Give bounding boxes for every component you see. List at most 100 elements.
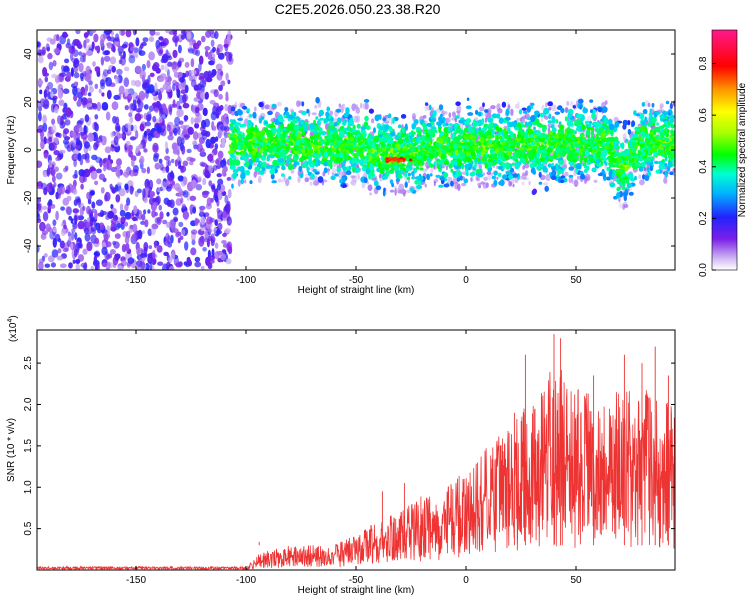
spectrogram-cell [393,167,399,171]
spectrogram-cell [254,157,260,163]
spectrogram-cell [290,170,295,174]
spectrogram-cell [114,233,121,239]
spectrogram-cell [258,133,261,139]
spectrogram-cell [475,174,479,181]
spectrogram-cell [628,148,634,154]
spectrogram-cell [130,79,137,87]
spectrogram-cell [257,152,262,159]
spectrogram-cell [191,179,197,189]
spectrogram-cell [46,167,50,177]
spectrogram-cell [312,180,315,186]
spectrogram-cell [480,181,485,185]
spectrogram-cell [445,165,448,171]
spectrogram-cell [443,126,449,133]
spectrogram-cell [625,138,629,143]
spectrogram-cell [634,157,637,164]
spectrogram-cell [116,158,122,167]
spectrogram-cell [101,101,109,111]
spectrogram-cell [390,117,393,125]
spectrogram-cell [276,101,282,107]
spectrogram-cell [567,112,572,119]
spectrogram-cell [422,154,428,162]
spectrogram-cell [589,109,593,113]
spectrogram-cell [470,151,476,156]
spectrogram-cell [595,152,600,157]
spectrogram-cell [288,114,294,119]
spectrogram-cell [137,151,141,156]
spectrogram-cell [93,251,99,256]
spectrogram-cell [178,221,184,228]
spectrogram-cell [376,156,380,161]
spectrogram-cell [174,116,181,127]
spectrogram-cell [140,220,146,225]
spectrogram-cell [413,167,418,174]
spectrogram-cell [105,261,111,270]
spectrogram-cell [617,171,624,175]
spectrogram-cell [214,219,218,227]
spectrogram-cell [383,120,390,124]
spectrogram-cell [473,119,477,126]
spectrogram-cell [95,168,102,174]
spectrogram-cell [315,116,319,120]
spectrogram-cell [610,129,614,137]
spectrogram-cell [191,174,198,180]
spectrogram-cell [517,133,522,139]
spectrogram-cell [74,232,78,241]
spectrogram-cell [412,138,417,143]
spectrogram-cell [448,112,452,118]
spectrogram-cell [575,168,579,174]
spectrogram-cell [225,258,232,265]
spectrogram-cell [113,135,119,146]
spectrogram-cell [661,153,666,157]
spectrogram-cell [138,50,146,56]
spectrogram-cell [397,137,404,145]
spectrogram-cell [128,42,134,49]
spectrogram-cell [48,199,53,207]
spectrogram-cell [159,211,164,220]
spectrogram-cell [429,153,435,159]
spectrogram-cell [533,118,540,125]
spectrogram-cell [527,145,532,149]
spectrogram-cell [129,212,135,220]
spectrogram-cell [356,123,361,129]
spectrogram-cell [492,161,497,166]
spectrogram-cell [264,121,268,125]
spectrogram-cell [669,102,673,110]
spectrogram-cell [124,211,132,220]
spectrogram-cell [368,108,374,114]
spectrogram-cell [365,125,371,131]
spectrogram-cell [459,119,465,123]
spectrogram-cell [75,262,80,270]
spectrogram-cell [484,132,488,137]
spectrogram-cell [387,139,394,145]
spectrogram-cell [480,151,484,156]
spectrogram-cell [126,197,131,206]
spectrogram-cell [93,33,99,43]
spectrogram-cell [60,228,66,237]
spectrogram-cell [117,125,121,132]
spectrogram-cell [90,170,98,180]
spectrogram-cell [430,113,434,120]
spectrogram-cell [204,91,209,100]
spectrogram-cell [615,145,620,151]
spectrogram-cell [86,241,93,252]
spectrogram-cell [589,156,594,163]
spectrogram-cell [340,172,343,176]
spectrogram-cell [149,72,155,78]
spectrogram-cell [623,195,627,202]
spectrogram-cell [535,152,541,159]
spectrogram-cell [211,248,215,258]
spectrogram-cell [291,133,296,140]
spectrogram-cell [128,224,134,234]
spectrogram-cell [210,136,217,144]
spectrogram-cell [110,204,114,210]
spectrogram-cell [390,131,396,137]
spectrogram-cell [210,111,217,121]
spectrogram-cell [468,134,474,140]
spectrogram-cell [144,79,150,84]
spectrogram-cell [180,137,185,145]
spectrogram-cell [123,169,130,179]
spectrogram-cell [51,249,59,258]
spectrogram-cell [98,88,102,94]
spectrogram-cell [176,108,183,118]
